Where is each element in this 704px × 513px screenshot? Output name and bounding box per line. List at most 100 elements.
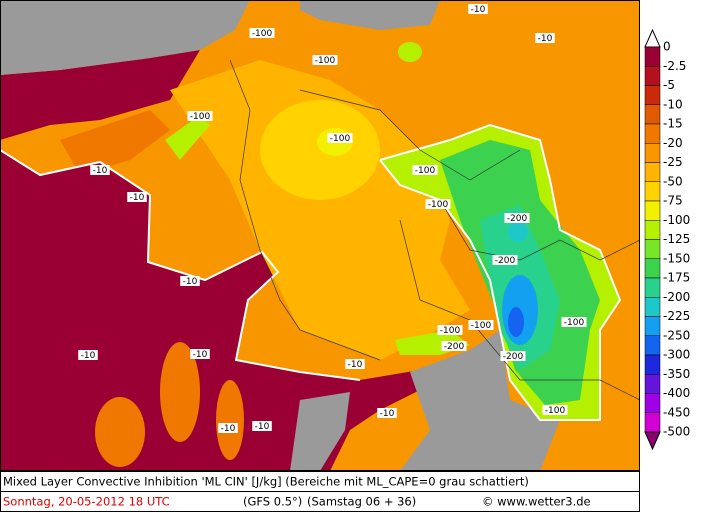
contour-label: -10: [380, 409, 395, 419]
legend-swatch: [644, 258, 661, 279]
legend-label: -75: [663, 194, 683, 208]
footer-date: Sonntag, 20-05-2012 18 UTC: [3, 495, 170, 509]
contour-label: -100: [564, 318, 585, 328]
legend-top-arrow: [644, 28, 661, 48]
legend-swatch: [644, 374, 661, 394]
legend-label: -15: [663, 117, 683, 131]
contour-label: -10: [183, 277, 198, 287]
contour-label: -100: [545, 406, 566, 416]
contour-label-box: [127, 192, 147, 202]
contour-label-box: [187, 111, 213, 121]
legend-label: -10: [663, 97, 683, 111]
legend: 0 -2.5 -5 -10 -15 -20 -25 -50 -75 -100 -125 -150 -17…: [644, 28, 690, 451]
contour-label: -10: [81, 351, 96, 361]
legend-swatch: [644, 181, 661, 202]
legend-swatch: [644, 85, 661, 105]
contour-label: -200: [444, 342, 465, 352]
contour-label: -100: [415, 166, 436, 176]
legend-swatch: [644, 46, 661, 67]
legend-swatch: [644, 123, 661, 144]
contour-label-box: [425, 199, 451, 209]
legend-label: -125: [663, 232, 690, 246]
contour-label-box: [504, 213, 530, 223]
contour-label-box: [90, 165, 110, 175]
contour-label: -100: [252, 29, 273, 39]
legend-swatch: [644, 316, 661, 336]
legend-swatch: [644, 354, 661, 375]
legend-label: -175: [663, 271, 690, 285]
contour-label: -10: [130, 193, 145, 203]
contour-label: -10: [538, 34, 553, 44]
legend-swatch: [644, 277, 661, 298]
contour-label-box: [180, 276, 200, 286]
legend-swatch: [644, 143, 661, 163]
contour-label-box: [190, 349, 210, 359]
legend-swatch: [644, 66, 661, 86]
contour-label: -200: [495, 256, 516, 266]
legend-label: -450: [663, 405, 690, 419]
legend-label: -2.5: [663, 59, 686, 73]
contour-label: -100: [471, 321, 492, 331]
contour-label-box: [492, 255, 518, 265]
contour-label: -100: [440, 326, 461, 336]
legend-swatch: [644, 162, 661, 182]
contour-label: -10: [348, 360, 363, 370]
contour-label-box: [535, 33, 555, 43]
legend-swatch: [644, 297, 661, 317]
legend-swatch: [644, 412, 661, 433]
contour-label-box: [542, 405, 568, 415]
contour-label-box: [312, 55, 338, 65]
footer-run: (Samstag 06 + 36): [307, 495, 416, 509]
map: -100 -10 -10 -100 -100 -10 -100 -10 -100 -100 -200…: [0, 0, 641, 471]
contour-label-box: [437, 325, 463, 335]
legend-bottom-arrow: [644, 431, 661, 451]
contour-label-box: [468, 4, 488, 14]
legend-swatch: [644, 335, 661, 356]
legend-swatch: [644, 220, 661, 240]
contour-label-box: [412, 165, 438, 175]
legend-label: -350: [663, 367, 690, 381]
contour-label: -10: [221, 424, 236, 434]
contour-label-box: [252, 421, 272, 431]
legend-label: -225: [663, 309, 690, 323]
contour-label-box: [345, 359, 365, 369]
contour-label-box: [377, 408, 397, 418]
contour-label: -10: [255, 422, 270, 432]
contour-label: -100: [330, 134, 351, 144]
footer-title: Mixed Layer Convective Inhibition 'ML CI…: [3, 475, 529, 489]
map-frame: [0, 0, 640, 471]
legend-label: -150: [663, 251, 690, 265]
contour-label-box: [561, 317, 587, 327]
contour-labels: -100 -10 -10 -100 -100 -10 -100 -10 -100 -100 -200…: [78, 4, 587, 434]
footer-credit: © www.wetter3.de: [482, 495, 591, 509]
contour-label: -100: [190, 112, 211, 122]
legend-label: -5: [663, 78, 675, 92]
contour-label-box: [468, 320, 494, 330]
legend-swatch: [644, 104, 661, 125]
contour-label-box: [78, 350, 98, 360]
legend-label: -300: [663, 348, 690, 362]
legend-label: -50: [663, 174, 683, 188]
legend-label: -250: [663, 328, 690, 342]
contour-label: -100: [428, 200, 449, 210]
contour-label: -10: [93, 166, 108, 176]
contour-label: -100: [315, 56, 336, 66]
borders: [229, 59, 641, 401]
contour-label: -200: [507, 214, 528, 224]
legend-label: -100: [663, 213, 690, 227]
legend-label: -500: [663, 425, 690, 439]
contours: [0, 123, 622, 421]
legend-label: -400: [663, 386, 690, 400]
contour-label-box: [218, 423, 238, 433]
legend-swatch: [644, 200, 661, 221]
legend-label: 0: [663, 40, 671, 54]
legend-swatch: [644, 393, 661, 413]
contour-label: -10: [471, 5, 486, 15]
legend-label: -200: [663, 290, 690, 304]
contour-label-box: [500, 351, 526, 361]
legend-swatch: [644, 239, 661, 259]
contour-label-box: [441, 341, 467, 351]
contour-label: -10: [193, 350, 208, 360]
contour-label-box: [327, 133, 353, 143]
